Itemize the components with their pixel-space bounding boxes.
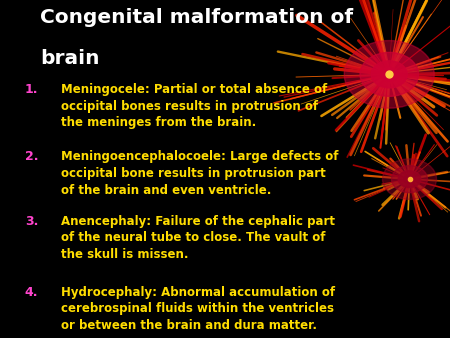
Circle shape [344,41,434,108]
Circle shape [404,175,415,183]
Text: 4.: 4. [25,286,38,298]
Text: Congenital malformation of: Congenital malformation of [40,8,354,27]
Text: Hydrocephaly: Abnormal accumulation of
cerebrospinal fluids within the ventricle: Hydrocephaly: Abnormal accumulation of c… [61,286,335,332]
Circle shape [382,159,436,199]
Circle shape [360,52,418,96]
Circle shape [380,68,398,81]
Text: 2.: 2. [25,150,38,163]
Text: brain: brain [40,49,100,68]
Text: 3.: 3. [25,215,38,227]
Text: Meningocele: Partial or total absence of
occipital bones results in protrusion o: Meningocele: Partial or total absence of… [61,83,327,129]
Circle shape [398,171,421,188]
Text: Meningoencephalocoele: Large defects of
occipital bone results in protrusion par: Meningoencephalocoele: Large defects of … [61,150,338,197]
Text: Anencephaly: Failure of the cephalic part
of the neural tube to close. The vault: Anencephaly: Failure of the cephalic par… [61,215,335,261]
Text: 1.: 1. [25,83,38,96]
Circle shape [392,166,428,193]
Circle shape [371,61,407,88]
